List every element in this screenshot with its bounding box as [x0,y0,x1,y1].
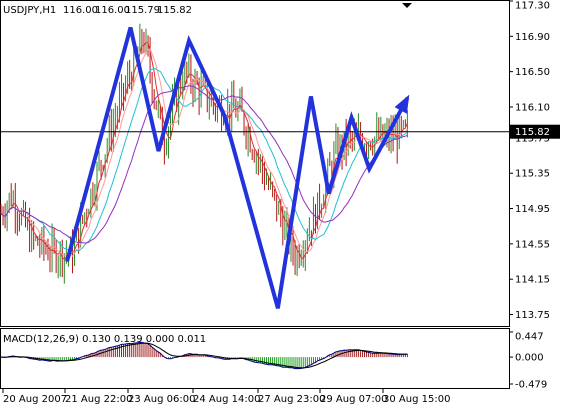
price-tick-label: 116.50 [515,67,550,78]
price-content [0,23,509,309]
zigzag-pattern-line [65,26,410,309]
price-tick-label: 116.90 [515,32,550,43]
ohlc-open: 116.00 [63,5,98,16]
zigzag-arrow-head [394,94,410,114]
macd-panel-border [0,328,510,389]
ma-purple-line [0,85,408,244]
macd-axis: 0.447 0.000 -0.479 [509,331,547,391]
price-panel: USDJPY,H1 116.00 116.00 115.79 115.82 [0,0,510,327]
macd-panel: MACD(12,26,9) 0.130 0.139 0.000 0.011 [0,328,510,389]
time-tick-label: 21 Aug 22:00 [65,394,132,405]
time-tick-label: 24 Aug 14:00 [193,394,260,405]
price-tick-label: 117.30 [515,1,550,12]
price-tick-label: 115.35 [515,169,550,180]
ohlc-low: 115.79 [125,5,160,16]
price-tick-label: 116.10 [515,102,550,113]
time-tick-label: 30 Aug 15:00 [383,394,450,405]
time-tick-label: 20 Aug 2007 [3,394,67,405]
ohlc-close: 115.82 [157,5,192,16]
chart-title: USDJPY,H1 [3,5,56,16]
time-tick-label: 23 Aug 06:00 [128,394,195,405]
price-tick-label: 114.55 [515,239,550,250]
price-tick-label: 115.75 [515,133,550,144]
price-tick-label: 113.75 [515,310,550,321]
macd-tick-label: 0.000 [515,353,544,364]
macd-label: MACD(12,26,9) 0.130 0.139 0.000 0.011 [3,334,206,345]
macd-tick-label: 0.447 [515,332,544,343]
price-panel-border [0,0,510,327]
time-tick-label: 29 Aug 07:00 [320,394,387,405]
macd-tick-label: -0.479 [515,380,547,391]
price-axis: 117.30 116.90 116.50 116.10 115.75 115.35 114.… [509,0,560,321]
scroll-marker-icon[interactable] [402,3,412,8]
current-price-badge [510,124,560,139]
macd-content [0,341,408,370]
macd-signal-line [1,342,408,369]
price-tick-label: 114.95 [515,204,550,215]
current-price-label: 115.82 [515,127,550,138]
time-tick-label: 27 Aug 23:00 [258,394,325,405]
ohlc-high: 116.00 [95,5,130,16]
price-tick-label: 114.15 [515,275,550,286]
